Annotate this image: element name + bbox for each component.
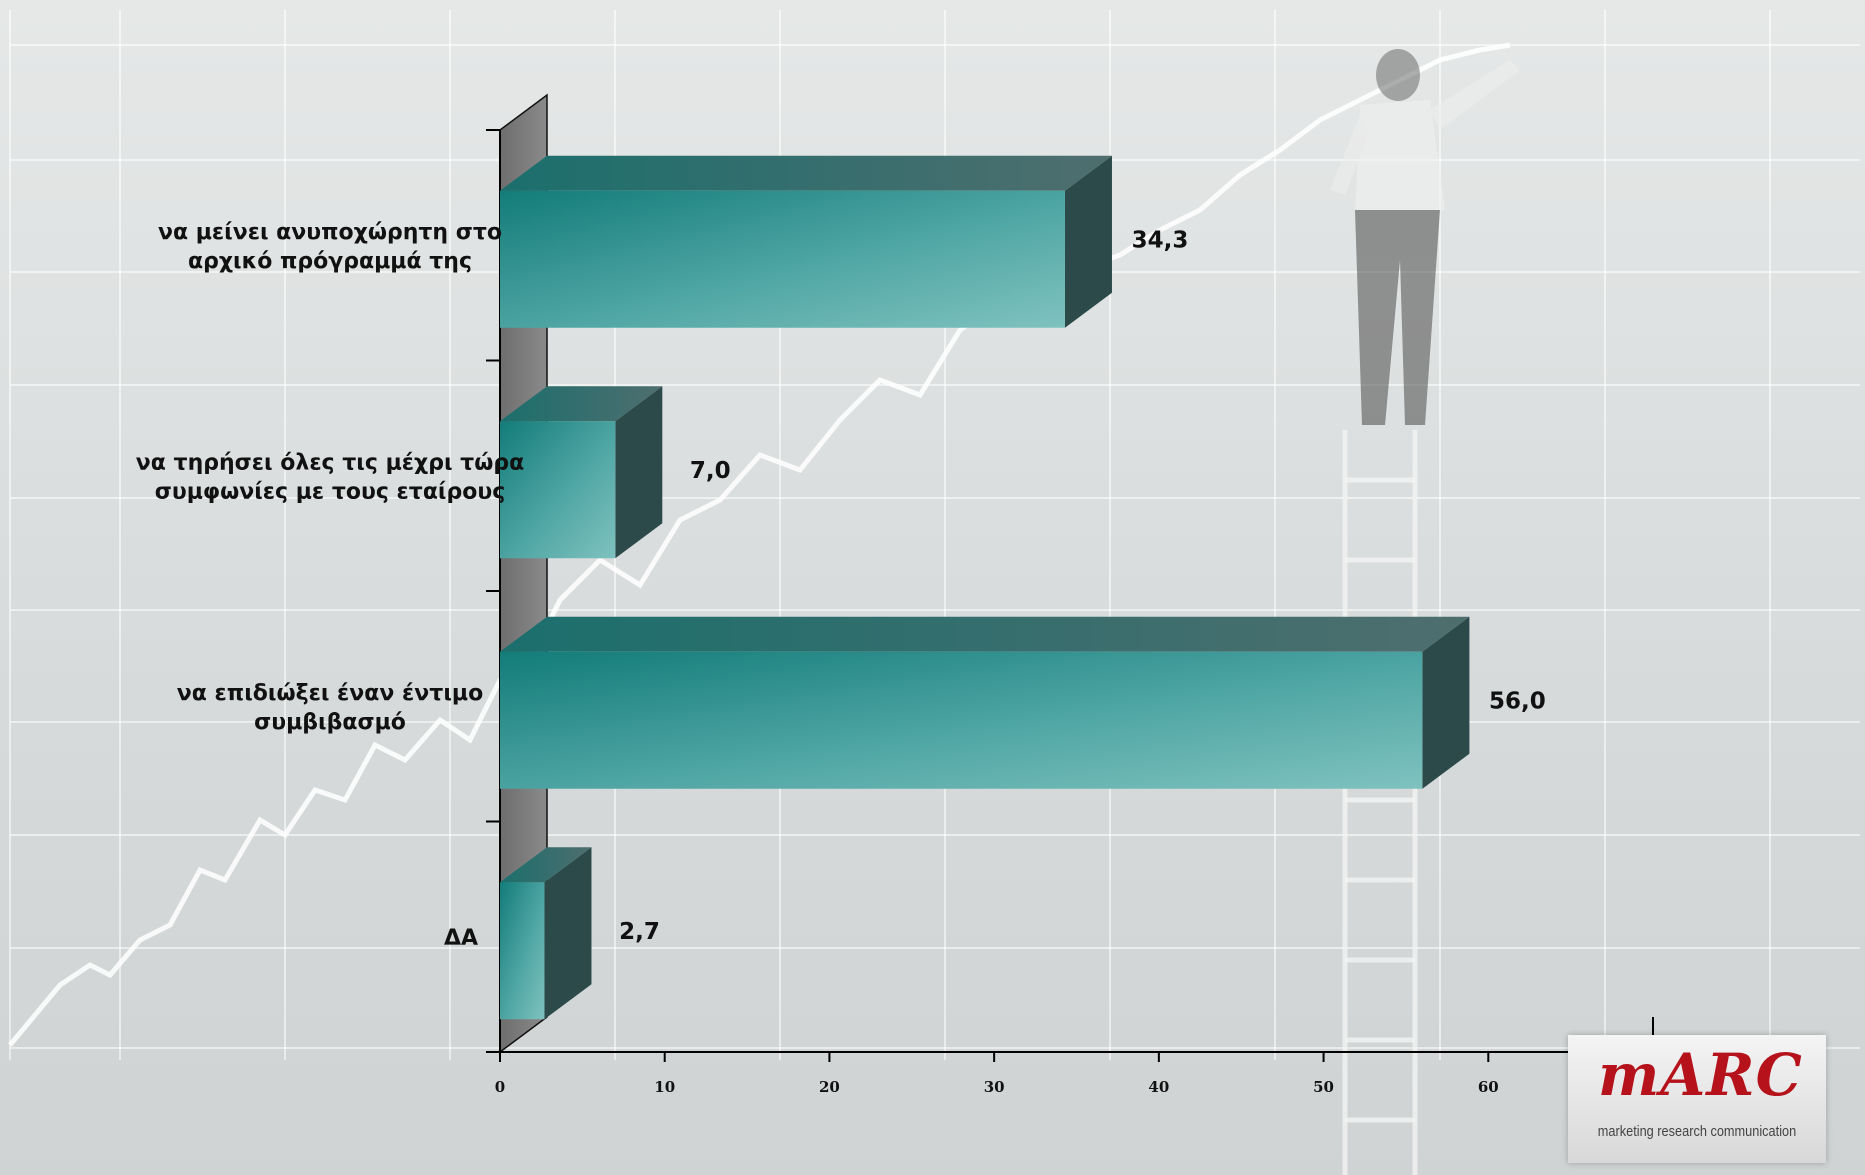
- bar-top-face: [500, 847, 592, 883]
- logo-wordmark: mARC: [1598, 1041, 1803, 1109]
- bar-value-label: 2,7: [619, 919, 660, 945]
- x-tick-label: 30: [984, 1078, 1005, 1096]
- category-label: αρχικό πρόγραμμά της: [188, 249, 472, 274]
- category-label: συμβιβασμό: [254, 710, 406, 735]
- category-label: να επιδιώξει έναν έντιμο: [177, 681, 483, 706]
- x-tick-label: 40: [1148, 1078, 1169, 1096]
- category-label: συμφωνίες με τους εταίρους: [155, 479, 506, 504]
- bar: [500, 421, 616, 559]
- bar-side-face: [615, 386, 663, 559]
- x-tick-label: 50: [1313, 1078, 1334, 1096]
- bar: [500, 190, 1065, 328]
- logo-subtitle: marketing research communication: [1597, 1123, 1797, 1140]
- bar-side-face: [544, 847, 592, 1020]
- bar-value-label: 34,3: [1132, 227, 1189, 253]
- x-tick-label: 10: [654, 1078, 675, 1096]
- category-label: ΔΑ: [444, 926, 478, 951]
- bar-side-face: [1064, 155, 1112, 328]
- category-label: να τηρήσει όλες τις μέχρι τώρα: [136, 450, 524, 475]
- bar: [500, 882, 545, 1020]
- bar-value-label: 56,0: [1489, 688, 1546, 714]
- x-tick-label: 20: [819, 1078, 840, 1096]
- plot-area: 01020304050607034,3να μείνει ανυποχώρητη…: [136, 93, 1663, 1096]
- bar-top-face: [500, 386, 663, 422]
- x-tick-label: 0: [495, 1078, 505, 1096]
- bar: [500, 651, 1423, 789]
- growth-arrow-decoration: [8, 42, 1511, 1047]
- marc-logo: mARC marketing research communication: [1568, 1035, 1826, 1163]
- bar-top-face: [500, 616, 1470, 652]
- bar-value-label: 7,0: [690, 458, 731, 484]
- category-label: να μείνει ανυποχώρητη στο: [158, 220, 502, 245]
- bar-side-face: [1422, 616, 1470, 789]
- x-tick-label: 60: [1478, 1078, 1499, 1096]
- person-decoration: [1330, 49, 1520, 425]
- bar-top-face: [500, 155, 1112, 191]
